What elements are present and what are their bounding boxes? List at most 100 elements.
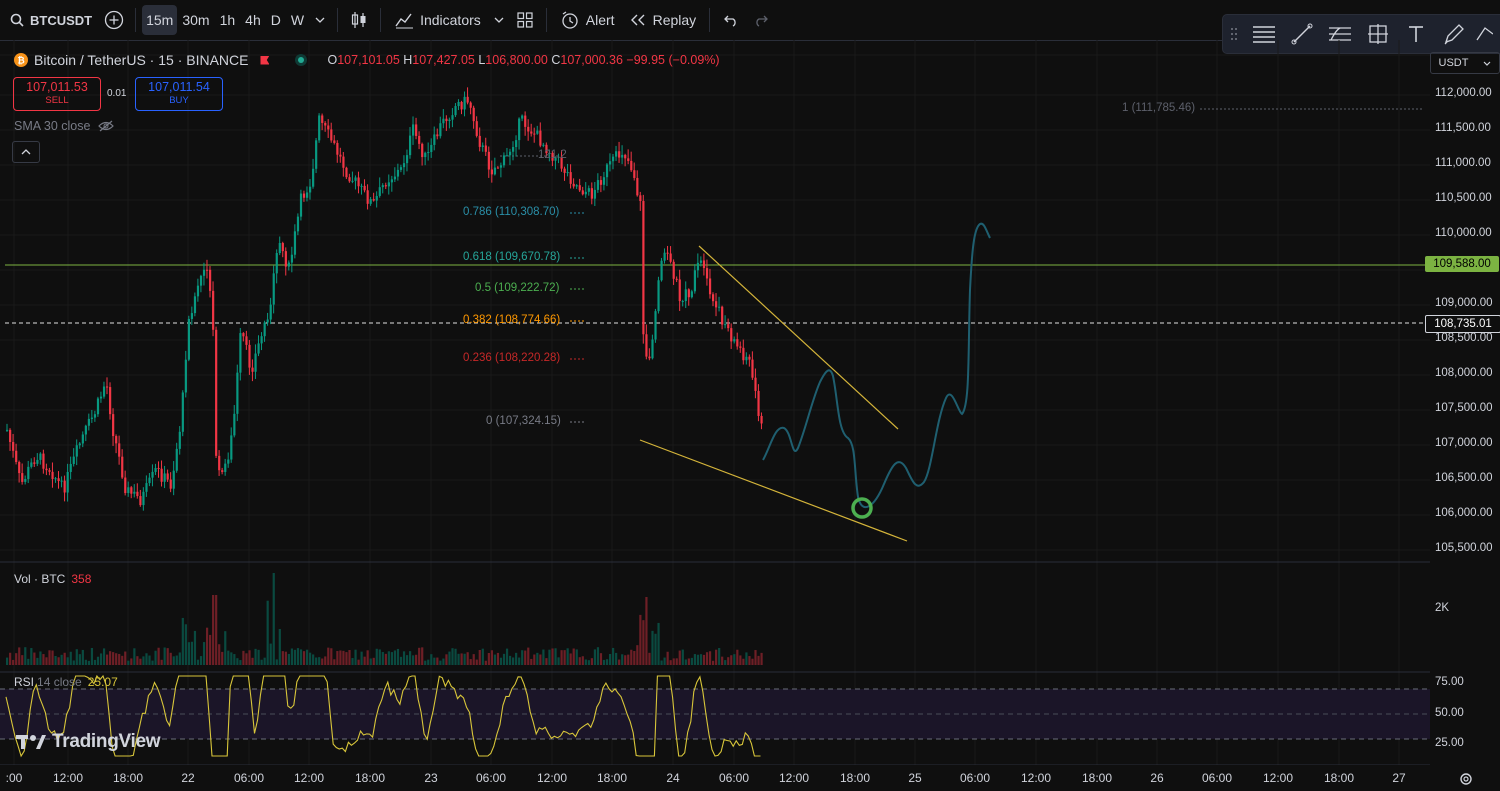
- candle-body: [296, 216, 300, 232]
- price-chart[interactable]: [0, 40, 1430, 765]
- time-tick: 25: [908, 771, 922, 785]
- flag-icon[interactable]: [260, 55, 270, 65]
- volume-bar: [30, 648, 33, 665]
- volume-bar: [660, 660, 663, 665]
- volume-axis[interactable]: 2K: [1430, 562, 1500, 672]
- volume-label: Vol · BTC: [14, 572, 66, 586]
- candle-body: [530, 131, 533, 134]
- candle-body: [239, 333, 242, 373]
- wedge-lower-trendline: [639, 439, 908, 542]
- interval-dropdown[interactable]: [309, 5, 331, 35]
- chevron-up-icon: [21, 149, 31, 155]
- chevron-down-icon: [1484, 61, 1491, 66]
- volume-bar: [530, 658, 533, 665]
- price-tick: 107,000.00: [1435, 437, 1493, 449]
- time-tick: 26: [1150, 771, 1164, 785]
- candle-body: [630, 160, 633, 171]
- eraser-tool[interactable]: [1473, 15, 1493, 53]
- candle-body: [272, 273, 275, 305]
- volume-bar: [384, 653, 387, 665]
- interval-30m[interactable]: 30m: [182, 12, 210, 28]
- rsi-legend[interactable]: RSI 14 close 25.07: [14, 675, 118, 689]
- sell-button[interactable]: 107,011.53 SELL: [13, 77, 101, 111]
- volume-bar: [430, 654, 433, 665]
- candle-body: [360, 185, 363, 187]
- volume-bar: [166, 648, 169, 665]
- volume-bar: [754, 650, 757, 665]
- brush-tool[interactable]: [1435, 15, 1473, 53]
- fib-tool[interactable]: [1321, 15, 1359, 53]
- tradingview-logo[interactable]: TradingView: [16, 731, 161, 753]
- symbol-name[interactable]: Bitcoin / TetherUS · 15 · BINANCE: [34, 52, 249, 68]
- volume-bar: [69, 651, 72, 665]
- candle-body: [678, 279, 681, 302]
- chart-settings-icon[interactable]: [1458, 771, 1474, 787]
- time-axis[interactable]: :00 12:00 18:00 22 06:00 12:00 18:00 23 06:00 12:…: [0, 765, 1430, 791]
- symbol-label: BTCUSDT: [30, 12, 93, 28]
- buy-button[interactable]: 107,011.54 BUY: [135, 77, 223, 111]
- candle-body: [163, 473, 166, 482]
- text-tool[interactable]: [1397, 15, 1435, 53]
- chart-type-button[interactable]: [344, 5, 374, 35]
- price-tick: 111,000.00: [1435, 157, 1491, 169]
- trend-line-tool[interactable]: [1283, 15, 1321, 53]
- interval-1h[interactable]: 1h: [219, 12, 236, 28]
- interval-w[interactable]: W: [290, 12, 305, 28]
- volume-legend[interactable]: Vol · BTC 358: [14, 572, 91, 586]
- time-tick: 06:00: [718, 771, 750, 785]
- volume-bar: [342, 650, 345, 665]
- alert-button[interactable]: Alert: [553, 5, 622, 35]
- time-tick: 06:00: [959, 771, 991, 785]
- pattern-tool[interactable]: [1359, 15, 1397, 53]
- candle-body: [566, 172, 569, 174]
- volume-bar: [51, 650, 54, 665]
- volume-bar: [439, 660, 442, 665]
- sma-label: SMA 30 close: [14, 119, 91, 133]
- candle-body: [327, 125, 330, 130]
- volume-bar: [63, 652, 66, 665]
- indicators-dropdown[interactable]: [488, 5, 510, 35]
- candle-body: [130, 487, 133, 494]
- volume-bar: [469, 659, 472, 665]
- candle-body: [381, 185, 384, 188]
- sma-indicator-legend[interactable]: SMA 30 close: [14, 119, 115, 133]
- replay-button[interactable]: Replay: [622, 5, 704, 35]
- interval-15m[interactable]: 15m: [142, 5, 178, 35]
- compare-symbol-button[interactable]: [99, 5, 129, 35]
- volume-bar: [584, 659, 587, 665]
- volume-bar: [205, 627, 209, 665]
- time-tick: 12:00: [52, 771, 84, 785]
- candle-body: [342, 156, 345, 168]
- volume-bar: [442, 658, 445, 665]
- candle-body: [218, 455, 221, 471]
- volume-bar: [275, 659, 278, 665]
- candle-body: [760, 415, 763, 424]
- volume-bar: [178, 652, 181, 665]
- undo-button[interactable]: [716, 5, 746, 35]
- collapse-legend-button[interactable]: [12, 141, 40, 163]
- rsi-axis[interactable]: 75.00 50.00 25.00: [1430, 672, 1500, 765]
- lines-icon: [1253, 26, 1275, 43]
- candle-body: [493, 167, 497, 175]
- interval-4h[interactable]: 4h: [245, 12, 261, 28]
- volume-bar: [736, 649, 739, 665]
- candle-body: [621, 154, 624, 158]
- candle-body: [690, 291, 693, 298]
- drag-handle[interactable]: [1223, 15, 1245, 53]
- volume-bar: [642, 620, 645, 665]
- price-axis[interactable]: 112,000.00 111,500.00 111,000.00 110,500…: [1430, 0, 1500, 562]
- eye-hidden-icon[interactable]: [98, 120, 115, 132]
- redo-button[interactable]: [746, 5, 776, 35]
- rsi-tick: 25.00: [1435, 737, 1464, 749]
- fib-level-0382: 0.382 (108,774.66): [463, 314, 561, 326]
- volume-bar: [115, 653, 118, 665]
- candle-body: [51, 471, 54, 479]
- indicators-button[interactable]: Indicators: [387, 5, 488, 35]
- interval-d[interactable]: D: [270, 12, 281, 28]
- symbol-search[interactable]: BTCUSDT: [0, 5, 99, 35]
- candle-body: [354, 177, 357, 181]
- candle-body: [487, 151, 490, 170]
- templates-button[interactable]: [510, 5, 540, 35]
- candle-body: [421, 143, 424, 158]
- horizontal-lines-tool[interactable]: [1245, 15, 1283, 53]
